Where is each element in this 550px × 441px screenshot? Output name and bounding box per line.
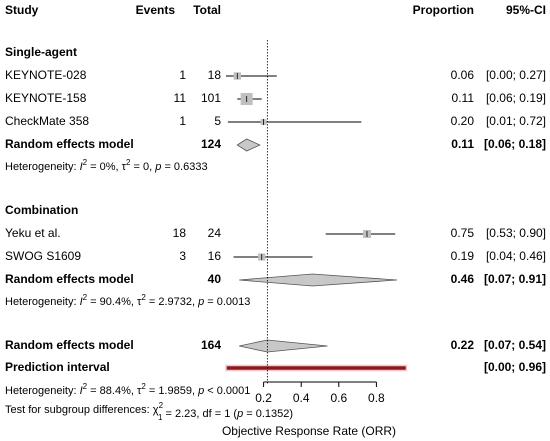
column-header: Events (136, 3, 176, 17)
x-tick-label: 0.2 (255, 391, 272, 405)
x-tick-label: 0.4 (293, 391, 310, 405)
model-ci-label: [0.06; 0.18] (484, 137, 546, 151)
total: 16 (208, 249, 222, 263)
events: 3 (179, 249, 186, 263)
text-segment: 2 (141, 382, 146, 391)
text-segment: 2 (83, 158, 88, 167)
group-name: Single-agent (5, 45, 77, 59)
text-segment: p (197, 385, 204, 397)
prediction-name: Prediction interval (5, 360, 110, 374)
study-name: SWOG S1609 (5, 249, 81, 263)
text-segment: = 2.9732, (146, 296, 198, 308)
text-segment: = 2.23, df = 1 ( (162, 408, 237, 420)
ci-label: [0.06; 0.19] (486, 91, 546, 105)
proportion-label: 0.75 (451, 226, 475, 240)
events: 11 (174, 91, 187, 105)
text-segment: p (154, 161, 161, 173)
heterogeneity-text: Heterogeneity: I2 = 88.4%, τ2 = 1.9859, … (5, 382, 250, 397)
heterogeneity-text: Test for subgroup differences: χ2 1 = 2.2… (5, 401, 293, 422)
model-name: Random effects model (5, 272, 134, 286)
text-segment: Heterogeneity: (5, 161, 80, 173)
pooled-diamond (239, 339, 328, 353)
text-segment: I (80, 161, 83, 173)
model-proportion: 0.46 (451, 272, 475, 286)
text-segment: = 1.9859, (146, 385, 198, 397)
text-segment: 2 (159, 401, 164, 410)
model-ci-label: [0.07; 0.54] (484, 338, 546, 352)
column-header: Study (5, 3, 39, 17)
text-segment: = 0.6333 (161, 161, 207, 173)
events: 1 (179, 114, 186, 128)
heterogeneity-text: Heterogeneity: I2 = 90.4%, τ2 = 2.9732, … (5, 293, 250, 308)
text-segment: 1 (158, 413, 163, 422)
text-segment: τ (137, 296, 142, 308)
text-segment: p (197, 296, 204, 308)
x-axis-label: Objective Response Rate (ORR) (222, 424, 396, 438)
total: 5 (214, 114, 221, 128)
proportion-label: 0.06 (451, 68, 475, 82)
total: 24 (208, 226, 222, 240)
study-name: Yeku et al. (5, 226, 61, 240)
proportion-label: 0.19 (451, 249, 475, 263)
heterogeneity-text: Heterogeneity: I2 = 0%, τ2 = 0, p = 0.63… (5, 158, 208, 173)
ci-label: [0.04; 0.46] (486, 249, 546, 263)
study-name: CheckMate 358 (5, 114, 89, 128)
study-name: KEYNOTE-158 (5, 91, 87, 105)
ci-label: [0.01; 0.72] (486, 114, 546, 128)
proportion-label: 0.20 (451, 114, 475, 128)
text-segment: 2 (83, 293, 88, 302)
prediction-interval (225, 364, 408, 372)
total: 101 (201, 91, 221, 105)
events: 1 (179, 68, 186, 82)
group-name: Combination (5, 203, 78, 217)
text-segment: I (80, 296, 83, 308)
x-tick-label: 0.6 (330, 391, 347, 405)
total: 18 (208, 68, 222, 82)
text-segment: χ (153, 404, 159, 416)
x-tick-label: 0.8 (368, 391, 385, 405)
text-segment: = 0.0013 (204, 296, 250, 308)
text-segment: Heterogeneity: (5, 296, 80, 308)
model-name: Random effects model (5, 137, 134, 151)
text-segment: τ (137, 385, 142, 397)
text-segment: Test for subgroup differences: (5, 404, 153, 416)
text-segment: Heterogeneity: (5, 385, 80, 397)
text-segment: p (236, 408, 243, 420)
text-segment: = 0, (130, 161, 155, 173)
prediction-ci-label: [0.00; 0.96] (484, 360, 546, 374)
model-total: 164 (201, 338, 221, 352)
text-segment: < 0.0001 (204, 385, 250, 397)
model-total: 124 (201, 137, 221, 151)
model-proportion: 0.11 (451, 137, 474, 151)
model-ci-label: [0.07; 0.91] (484, 272, 546, 286)
text-segment: 2 (83, 382, 88, 391)
text-segment: = 0.1352) (243, 408, 293, 420)
column-header: Proportion (413, 3, 474, 17)
model-proportion: 0.22 (451, 338, 475, 352)
ci-label: [0.53; 0.90] (486, 226, 546, 240)
text-segment: = 0%, (87, 161, 122, 173)
column-header: 95%-CI (506, 3, 546, 17)
text-segment: I (80, 385, 83, 397)
events: 18 (173, 226, 187, 240)
text-segment: = 88.4%, (87, 385, 137, 397)
ci-label: [0.00; 0.27] (486, 68, 546, 82)
text-segment: 2 (126, 158, 131, 167)
text-segment: τ (122, 161, 127, 173)
model-total: 40 (208, 272, 222, 286)
text-segment: = 90.4%, (87, 296, 137, 308)
pooled-diamond (239, 273, 398, 287)
column-header: Total (193, 3, 221, 17)
pooled-diamond (236, 138, 261, 152)
model-name: Random effects model (5, 338, 134, 352)
study-name: KEYNOTE-028 (5, 68, 87, 82)
proportion-label: 0.11 (452, 91, 475, 105)
text-segment: 2 (141, 293, 146, 302)
